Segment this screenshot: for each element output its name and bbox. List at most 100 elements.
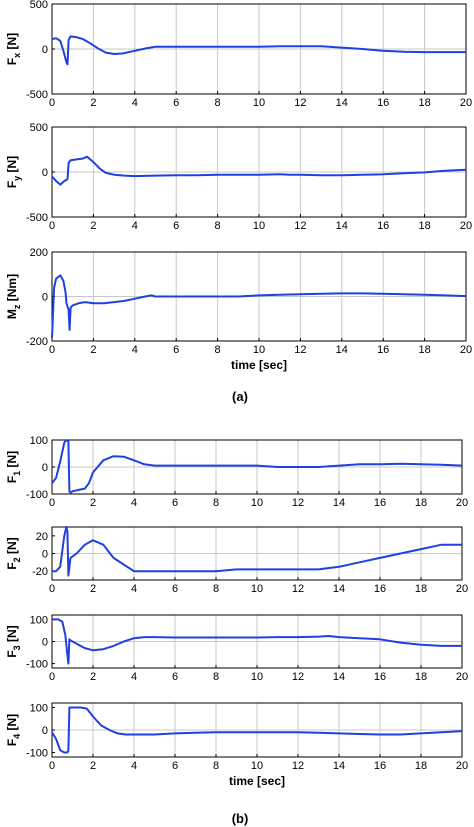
y-tick-label: -100 [26,659,48,671]
x-tick-label: 0 [49,583,55,595]
x-tick-label: 8 [215,220,221,232]
y-axis-label-sub: x [12,53,22,58]
y-axis-label-main: M [5,309,19,319]
x-tick-label: 0 [49,220,55,232]
x-tick-label: 8 [213,760,219,772]
x-tick-label: 4 [132,344,138,356]
y-tick-label: 0 [42,637,48,649]
x-tick-label: 8 [213,671,219,683]
caption-a: (a) [232,389,248,404]
series-line [51,155,467,186]
y-axis-label-sub: z [12,304,22,309]
x-tick-label: 20 [460,220,472,232]
series-line [51,706,463,754]
y-tick-label: -100 [26,489,48,501]
x-tick-label: 14 [336,97,348,109]
x-tick-label: 16 [374,583,386,595]
y-axis-label-sub: 1 [12,471,22,476]
x-tick-label: 10 [253,220,265,232]
y-tick-label: 0 [42,167,48,179]
x-tick-label: 14 [336,220,348,232]
y-axis-label-unit: [N] [5,451,19,471]
y-tick-label: -20 [32,566,48,578]
x-tick-label: 0 [49,760,55,772]
x-tick-label: 2 [90,671,96,683]
x-tick-label: 6 [172,671,178,683]
y-axis-label-sub: 2 [12,557,22,562]
y-tick-label: 0 [42,292,48,304]
series-line [51,35,466,66]
x-tick-label: 16 [374,671,386,683]
x-tick-label: 20 [456,760,468,772]
y-axis-label-unit: [N] [5,714,19,734]
x-tick-label: 20 [456,671,468,683]
x-tick-label: 0 [49,344,55,356]
x-tick-label: 0 [49,497,55,509]
y-axis-label-main: F [5,58,19,65]
x-tick-label: 10 [253,344,265,356]
x-tick-label: 8 [213,583,219,595]
x-tick-label: 2 [90,497,96,509]
y-axis-label-main: F [5,476,19,483]
x-tick-label: 12 [292,497,304,509]
x-tick-label: 14 [333,497,345,509]
x-tick-label: 18 [415,497,427,509]
x-tick-label: 18 [418,97,430,109]
x-tick-label: 4 [131,671,137,683]
x-tick-label: 18 [418,344,430,356]
y-axis-label-sub: 4 [12,734,22,739]
y-tick-label: -500 [26,212,48,224]
x-tick-label: 10 [251,497,263,509]
y-tick-label: -100 [26,748,48,760]
x-tick-label: 20 [460,344,472,356]
x-tick-label: 12 [294,220,306,232]
y-tick-label: -200 [26,336,48,348]
x-tick-label: 10 [253,97,265,109]
x-tick-label: 6 [173,344,179,356]
y-tick-label: 0 [42,549,48,561]
y-axis-label-unit: [N] [5,33,19,53]
x-tick-label: 2 [90,760,96,772]
x-tick-label: 4 [131,497,137,509]
y-axis-label-main: F [5,562,19,569]
x-tick-label: 10 [251,583,263,595]
x-tick-label: 20 [456,497,468,509]
series-line [52,526,462,577]
x-tick-label: 6 [173,220,179,232]
x-tick-label: 8 [215,344,221,356]
x-tick-label: 2 [90,220,96,232]
x-tick-label: 18 [415,760,427,772]
x-axis-label: time [sec] [231,358,287,372]
x-tick-label: 16 [377,344,389,356]
y-axis-label-sub: y [12,176,22,181]
y-axis-label: F2 [N] [5,537,22,569]
x-tick-label: 4 [131,583,137,595]
y-tick-label: 0 [42,725,48,737]
y-tick-label: 20 [36,531,48,543]
caption-b: (b) [232,811,249,826]
x-tick-label: 12 [294,97,306,109]
x-tick-label: 10 [251,760,263,772]
x-tick-label: 18 [418,220,430,232]
x-tick-label: 14 [333,760,345,772]
y-tick-label: -500 [26,89,48,101]
y-tick-label: 100 [30,703,48,715]
series-line [51,274,467,338]
x-tick-label: 10 [251,671,263,683]
y-axis-label: Mz [Nm] [5,274,22,319]
x-tick-label: 2 [90,97,96,109]
x-tick-label: 6 [173,97,179,109]
x-tick-label: 16 [374,497,386,509]
x-tick-label: 12 [294,344,306,356]
y-tick-label: 0 [42,462,48,474]
x-tick-label: 12 [292,671,304,683]
x-tick-label: 12 [292,760,304,772]
y-tick-label: 0 [42,44,48,56]
